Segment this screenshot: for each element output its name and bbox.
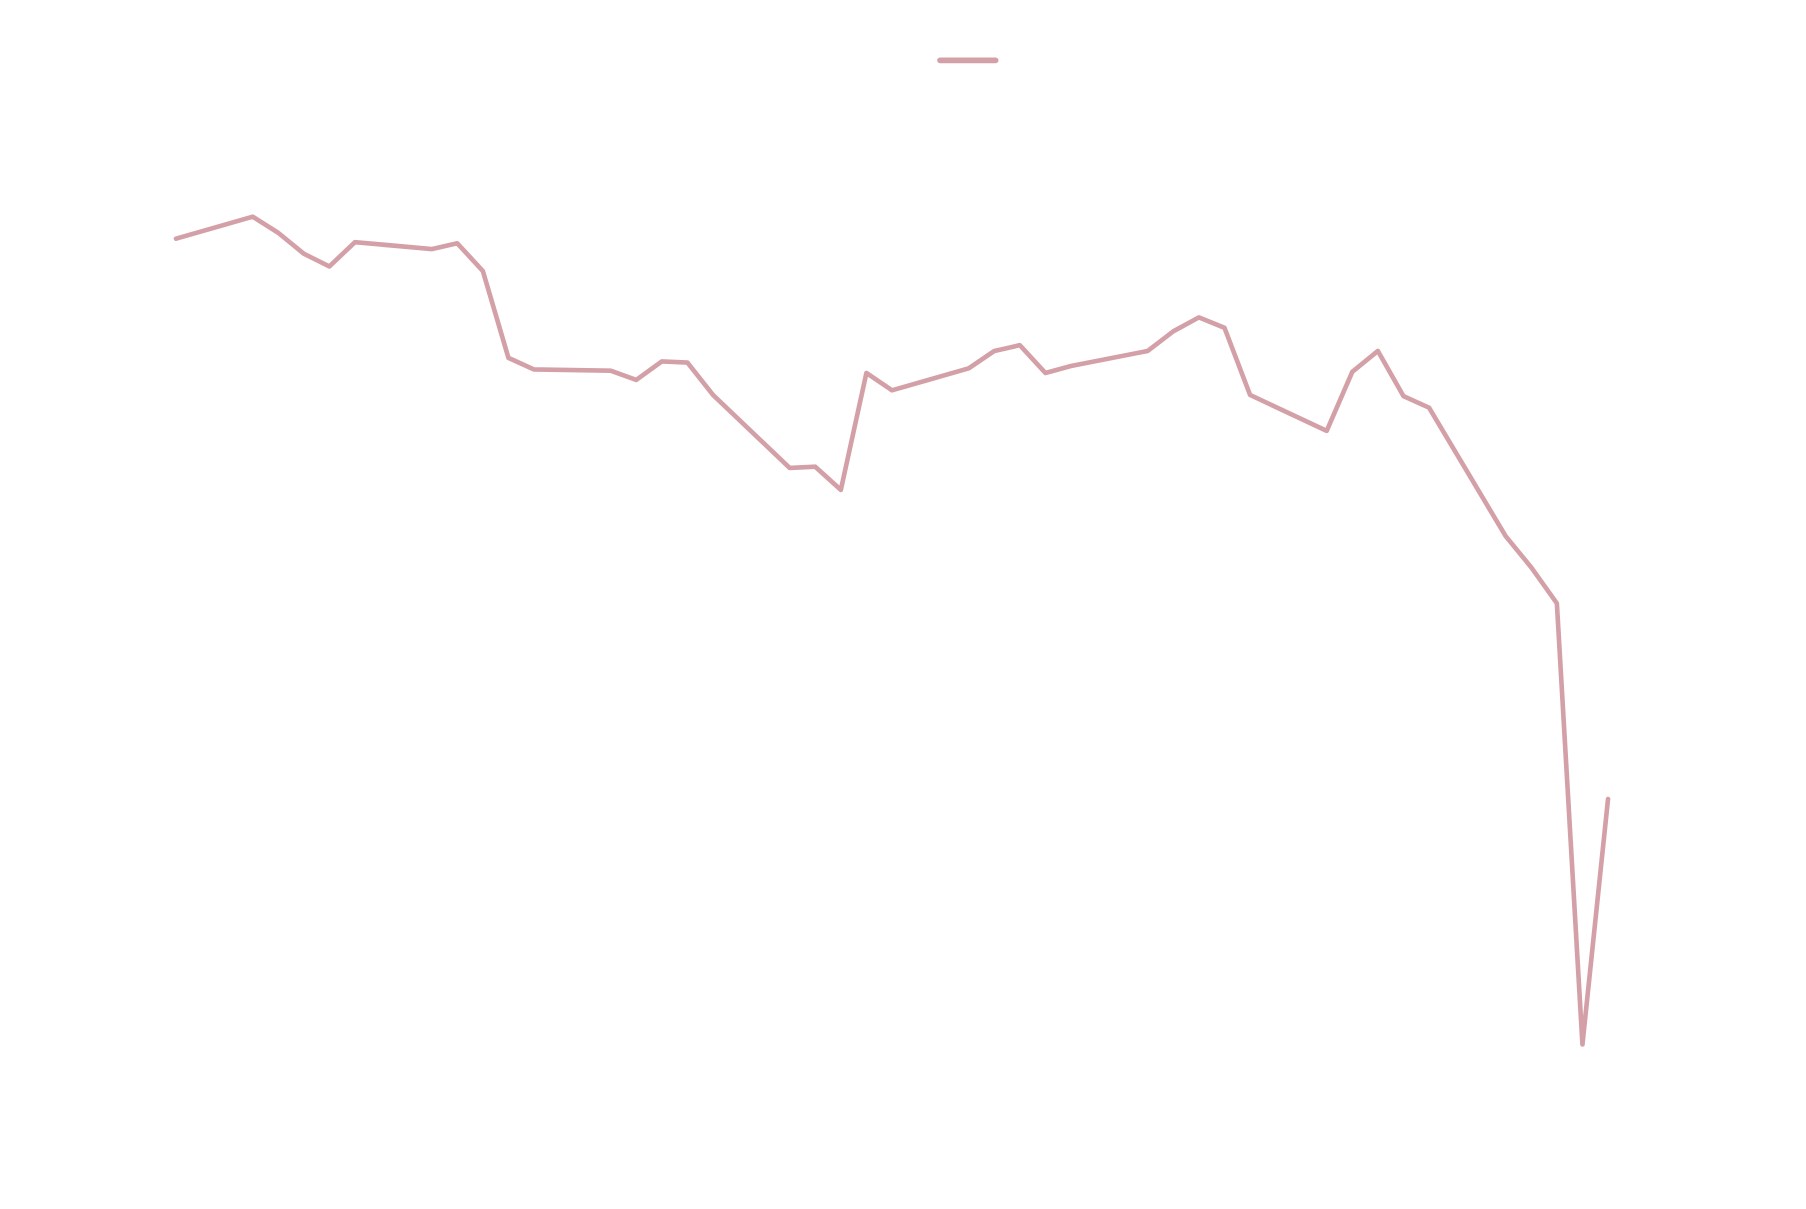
data-line (173, 214, 1611, 1047)
